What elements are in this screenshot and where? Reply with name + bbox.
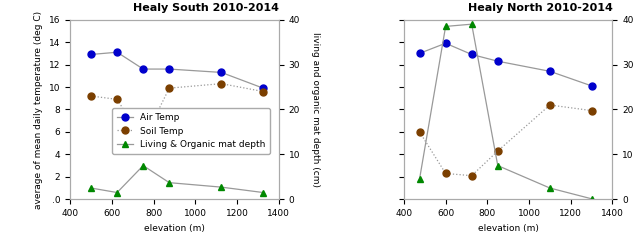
Legend: Air Temp, Soil Temp, Living & Organic mat depth: Air Temp, Soil Temp, Living & Organic ma… [112,108,270,154]
Text: Healy South 2010-2014: Healy South 2010-2014 [133,3,279,13]
X-axis label: elevation (m): elevation (m) [478,224,538,232]
Text: Healy North 2010-2014: Healy North 2010-2014 [468,3,612,13]
X-axis label: elevation (m): elevation (m) [144,224,205,232]
Y-axis label: average of mean daily temperature (deg C): average of mean daily temperature (deg C… [34,10,43,209]
Y-axis label: living and organic mat depth (cm): living and organic mat depth (cm) [311,32,320,187]
